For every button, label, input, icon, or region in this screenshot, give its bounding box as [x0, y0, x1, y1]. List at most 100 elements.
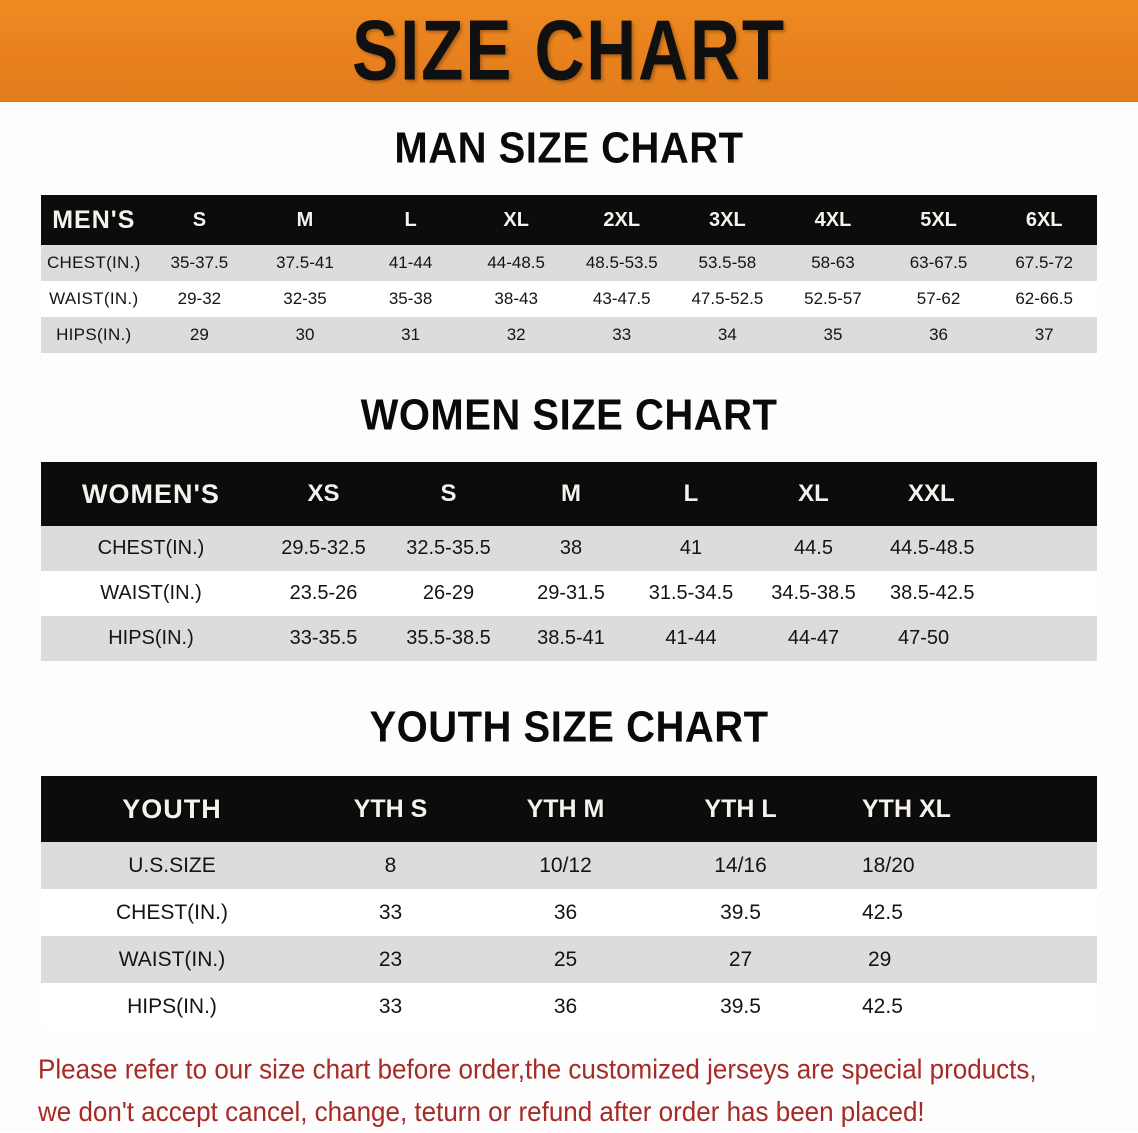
women-table-head: WOMEN'S XS S M L XL XXL — [41, 462, 1097, 526]
man-hips-m: 30 — [252, 317, 358, 353]
youth-row-label-hips: HIPS(IN.) — [41, 983, 303, 1030]
man-size-header-s: S — [146, 195, 253, 245]
women-waist-l: 31.5-34.5 — [631, 571, 751, 616]
women-chart-wrap: WOMEN'S XS S M L XL XXL CHEST(IN.) 29.5-… — [41, 462, 1098, 661]
footer-line-2: we don't accept cancel, change, teturn o… — [38, 1096, 925, 1128]
banner: SIZE CHART — [0, 0, 1138, 102]
women-hips-l: 41-44 — [631, 616, 751, 661]
youth-chest-l: 39.5 — [653, 889, 828, 936]
women-size-header-l: L — [631, 462, 751, 526]
women-waist-s: 26-29 — [386, 571, 511, 616]
women-size-header-xl: XL — [751, 462, 876, 526]
youth-table-body: U.S.SIZE 8 10/12 14/16 18/20 CHEST(IN.) … — [41, 842, 1097, 1030]
youth-ussize-s: 8 — [303, 842, 478, 889]
youth-waist-m: 25 — [478, 936, 653, 983]
youth-waist-xl: 29 — [828, 936, 1097, 983]
youth-size-header-s: YTH S — [303, 776, 478, 842]
youth-section-title: YOUTH SIZE CHART — [369, 702, 769, 752]
man-waist-4xl: 52.5-57 — [780, 281, 886, 317]
youth-row-label-ussize: U.S.SIZE — [41, 842, 303, 889]
table-row: U.S.SIZE 8 10/12 14/16 18/20 — [41, 842, 1097, 889]
women-header-row: WOMEN'S XS S M L XL XXL — [41, 462, 1097, 526]
youth-size-header-xl: YTH XL — [828, 776, 1097, 842]
table-row: HIPS(IN.) 33-35.5 35.5-38.5 38.5-41 41-4… — [41, 616, 1097, 661]
footer-disclaimer: Please refer to our size chart before or… — [38, 1048, 1100, 1133]
table-row: HIPS(IN.) 29 30 31 32 33 34 35 36 37 — [41, 317, 1097, 353]
man-waist-6xl: 62-66.5 — [991, 281, 1097, 317]
youth-hips-xl: 42.5 — [828, 983, 1097, 1030]
man-chest-l: 41-44 — [357, 245, 464, 281]
women-hips-s: 35.5-38.5 — [386, 616, 511, 661]
youth-hips-s: 33 — [303, 983, 478, 1030]
banner-title: SIZE CHART — [352, 3, 786, 99]
man-chest-4xl: 58-63 — [780, 245, 886, 281]
man-hips-5xl: 36 — [885, 317, 992, 353]
youth-row-label-waist: WAIST(IN.) — [41, 936, 303, 983]
table-row: HIPS(IN.) 33 36 39.5 42.5 — [41, 983, 1097, 1030]
youth-chart-wrap: YOUTH YTH S YTH M YTH L YTH XL U.S.SIZE … — [41, 776, 1098, 1030]
man-waist-l: 35-38 — [357, 281, 464, 317]
man-size-header-2xl: 2XL — [568, 195, 675, 245]
women-row-label-waist: WAIST(IN.) — [41, 571, 261, 616]
women-hips-xl: 44-47 — [751, 616, 876, 661]
man-size-table: MEN'S S M L XL 2XL 3XL 4XL 5XL 6XL CHEST… — [41, 195, 1097, 353]
man-size-header-5xl: 5XL — [885, 195, 992, 245]
man-waist-3xl: 47.5-52.5 — [674, 281, 781, 317]
youth-waist-l: 27 — [653, 936, 828, 983]
youth-chest-m: 36 — [478, 889, 653, 936]
women-chest-l: 41 — [631, 526, 751, 571]
women-waist-xs: 23.5-26 — [261, 571, 386, 616]
man-hips-4xl: 35 — [780, 317, 886, 353]
table-row: WAIST(IN.) 29-32 32-35 35-38 38-43 43-47… — [41, 281, 1097, 317]
man-size-header-6xl: 6XL — [991, 195, 1097, 245]
table-row: WAIST(IN.) 23 25 27 29 — [41, 936, 1097, 983]
man-chest-xl: 44-48.5 — [463, 245, 569, 281]
women-size-header-xs: XS — [261, 462, 386, 526]
table-row: WAIST(IN.) 23.5-26 26-29 29-31.5 31.5-34… — [41, 571, 1097, 616]
youth-chest-s: 33 — [303, 889, 478, 936]
man-chest-s: 35-37.5 — [146, 245, 253, 281]
women-size-table: WOMEN'S XS S M L XL XXL CHEST(IN.) 29.5-… — [41, 462, 1097, 661]
youth-ussize-l: 14/16 — [653, 842, 828, 889]
man-waist-xl: 38-43 — [463, 281, 569, 317]
youth-hips-l: 39.5 — [653, 983, 828, 1030]
man-chest-2xl: 48.5-53.5 — [568, 245, 675, 281]
women-waist-xl: 34.5-38.5 — [751, 571, 876, 616]
man-size-header-3xl: 3XL — [674, 195, 781, 245]
man-chart-wrap: MEN'S S M L XL 2XL 3XL 4XL 5XL 6XL CHEST… — [41, 195, 1098, 353]
youth-size-header-m: YTH M — [478, 776, 653, 842]
youth-chest-xl: 42.5 — [828, 889, 1097, 936]
youth-size-table: YOUTH YTH S YTH M YTH L YTH XL U.S.SIZE … — [41, 776, 1097, 1030]
man-table-body: CHEST(IN.) 35-37.5 37.5-41 41-44 44-48.5… — [41, 245, 1097, 353]
man-waist-2xl: 43-47.5 — [568, 281, 675, 317]
women-row-label-chest: CHEST(IN.) — [41, 526, 261, 571]
youth-row-label-chest: CHEST(IN.) — [41, 889, 303, 936]
women-chest-xs: 29.5-32.5 — [261, 526, 386, 571]
women-chest-s: 32.5-35.5 — [386, 526, 511, 571]
man-table-head: MEN'S S M L XL 2XL 3XL 4XL 5XL 6XL — [41, 195, 1097, 245]
man-chest-3xl: 53.5-58 — [674, 245, 781, 281]
man-chest-5xl: 63-67.5 — [885, 245, 992, 281]
man-size-header-4xl: 4XL — [780, 195, 886, 245]
man-header-row: MEN'S S M L XL 2XL 3XL 4XL 5XL 6XL — [41, 195, 1097, 245]
man-waist-s: 29-32 — [146, 281, 253, 317]
man-hips-6xl: 37 — [991, 317, 1097, 353]
man-hips-3xl: 34 — [674, 317, 781, 353]
women-row-label-hips: HIPS(IN.) — [41, 616, 261, 661]
women-hips-m: 38.5-41 — [511, 616, 631, 661]
women-size-header-m: M — [511, 462, 631, 526]
table-row: CHEST(IN.) 35-37.5 37.5-41 41-44 44-48.5… — [41, 245, 1097, 281]
women-table-body: CHEST(IN.) 29.5-32.5 32.5-35.5 38 41 44.… — [41, 526, 1097, 661]
man-hips-l: 31 — [357, 317, 464, 353]
women-chest-xl: 44.5 — [751, 526, 876, 571]
footer-line-1: Please refer to our size chart before or… — [38, 1053, 1037, 1086]
table-row: CHEST(IN.) 33 36 39.5 42.5 — [41, 889, 1097, 936]
youth-table-head: YOUTH YTH S YTH M YTH L YTH XL — [41, 776, 1097, 842]
youth-ussize-m: 10/12 — [478, 842, 653, 889]
man-waist-5xl: 57-62 — [885, 281, 992, 317]
women-chest-xxl: 44.5-48.5 — [876, 526, 1097, 571]
women-hips-xs: 33-35.5 — [261, 616, 386, 661]
man-hips-s: 29 — [146, 317, 253, 353]
women-section-title: WOMEN SIZE CHART — [360, 390, 778, 440]
